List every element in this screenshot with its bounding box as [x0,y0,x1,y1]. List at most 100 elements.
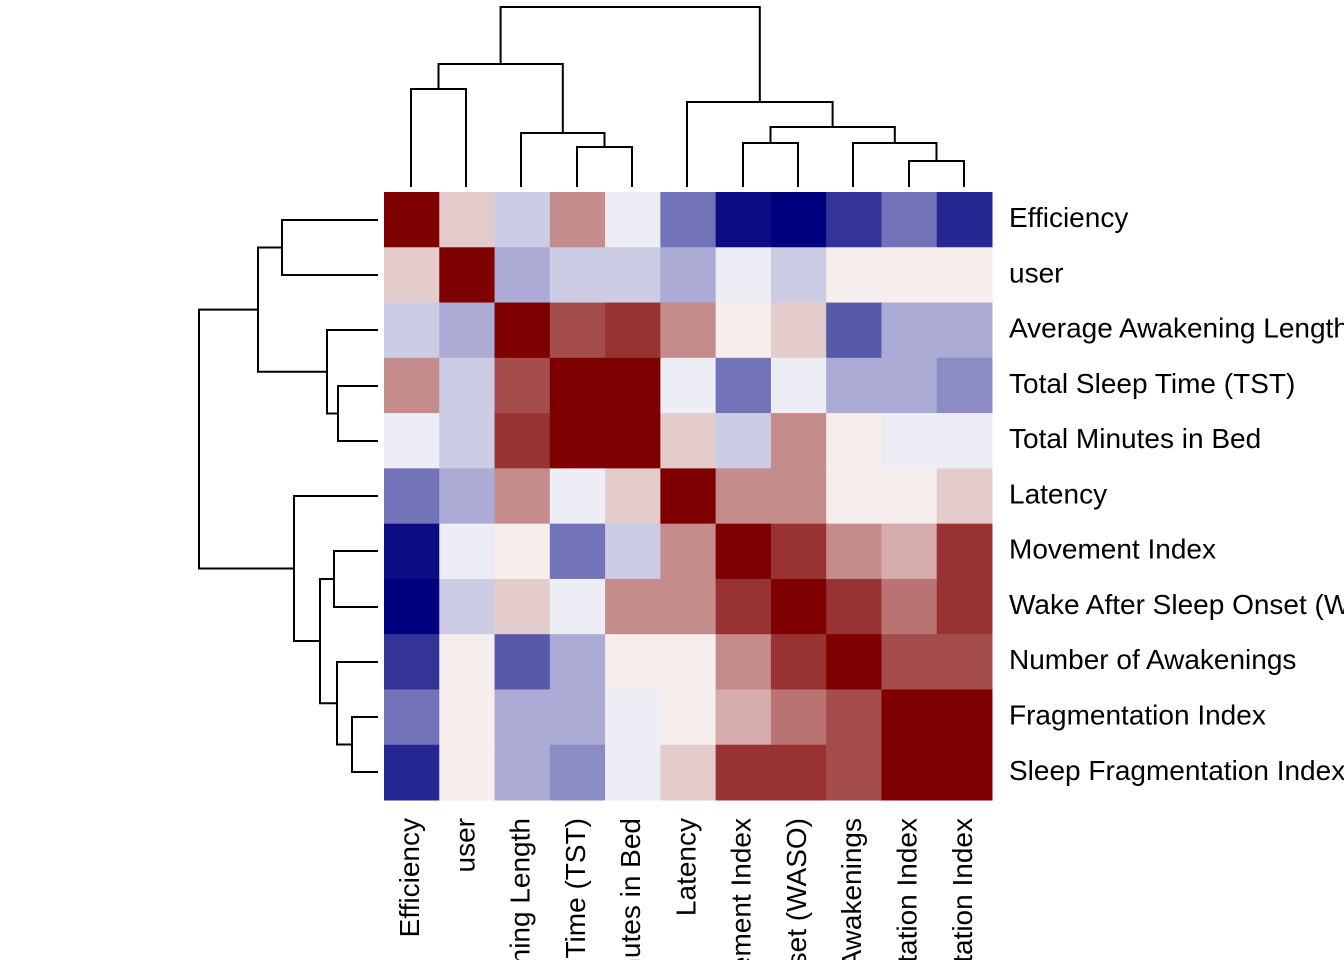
heatmap-cell [881,744,938,801]
heatmap-cell [549,357,606,414]
heatmap-cell [605,578,661,635]
heatmap-cell [770,413,827,469]
heatmap-cell [770,744,827,801]
heatmap-cell [605,523,661,580]
heatmap-cell [660,523,717,580]
column-label: Total Minutes in Bed [615,818,646,960]
column-label: Efficiency [394,818,425,937]
heatmap-cell [715,247,772,304]
heatmap-cell [715,689,772,746]
heatmap-cell [494,634,551,690]
heatmap-cell [439,413,496,469]
heatmap-cell [660,192,717,248]
heatmap-cell [660,634,717,690]
heatmap-cell [605,413,661,469]
heatmap-cell [881,247,938,304]
heatmap-cell [936,578,993,635]
heatmap-cell [439,192,496,248]
row-label: Total Minutes in Bed [1009,423,1261,454]
heatmap-cell [826,468,882,525]
heatmap-cell [439,357,496,414]
row-label: Efficiency [1009,202,1128,233]
heatmap-cell [549,468,606,525]
heatmap-cell [881,523,938,580]
heatmap-cell [605,192,661,248]
heatmap-cell [715,578,772,635]
heatmap-cell [715,357,772,414]
heatmap-cell [549,413,606,469]
heatmap-cell [384,413,440,469]
heatmap-cell [826,578,882,635]
heatmap-cell [439,689,496,746]
heatmap-cell [826,634,882,690]
heatmap-cell [936,744,993,801]
heatmap-cell [384,744,440,801]
heatmap-cell [770,302,827,359]
heatmap-cell [770,357,827,414]
heatmap-cell [384,634,440,690]
heatmap-cell [660,468,717,525]
heatmap-cell [384,247,440,304]
heatmap-cell [549,744,606,801]
heatmap-cell [881,468,938,525]
heatmap-cell [826,744,882,801]
heatmap-cell [494,192,551,248]
heatmap-cell [494,468,551,525]
heatmap-cell [826,302,882,359]
heatmap-cell [770,578,827,635]
heatmap-cell [549,302,606,359]
column-label: Number of Awakenings [836,818,867,960]
row-label: Latency [1009,478,1107,509]
row-label: Average Awakening Length [1009,313,1344,344]
heatmap-cell [826,357,882,414]
heatmap-cell [881,302,938,359]
heatmap-cell [439,523,496,580]
row-dendrogram [198,219,378,773]
heatmap-cell [881,192,938,248]
column-dendrogram [410,6,965,187]
heatmap-cell [715,192,772,248]
heatmap-cell [881,634,938,690]
heatmap-cell [494,357,551,414]
heatmap-cell [715,523,772,580]
heatmap-cell [439,578,496,635]
heatmap-cell [549,247,606,304]
heatmap-cell [494,744,551,801]
row-label: Number of Awakenings [1009,644,1296,675]
heatmap-cell [715,413,772,469]
heatmap-cell [770,468,827,525]
heatmap-cell [384,523,440,580]
heatmap-cell [660,689,717,746]
heatmap-cell [384,357,440,414]
column-label: Average Awakening Length [505,818,536,960]
heatmap-cell [605,468,661,525]
row-label: Fragmentation Index [1009,699,1266,730]
heatmap-cell [826,247,882,304]
heatmap-cell [826,523,882,580]
heatmap-cell [936,634,993,690]
heatmap-cell [715,302,772,359]
heatmap-cell [439,468,496,525]
heatmap-cell [549,192,606,248]
heatmap-cell [826,413,882,469]
heatmap-cell [384,578,440,635]
heatmap-cell [881,689,938,746]
heatmap-cell [439,744,496,801]
heatmap-cell [384,689,440,746]
heatmap-cell [494,523,551,580]
heatmap-cell [660,578,717,635]
heatmap-cell [494,302,551,359]
heatmap-cell [936,357,993,414]
heatmap-cell [549,634,606,690]
heatmap-cell [384,468,440,525]
heatmap-cell [770,689,827,746]
heatmap-cell [660,302,717,359]
heatmap-cell [715,634,772,690]
heatmap-cell [936,468,993,525]
heatmap-cell [439,247,496,304]
heatmap-cell [881,357,938,414]
heatmap-cell [936,247,993,304]
heatmap-cell [881,413,938,469]
heatmap-cell [494,689,551,746]
